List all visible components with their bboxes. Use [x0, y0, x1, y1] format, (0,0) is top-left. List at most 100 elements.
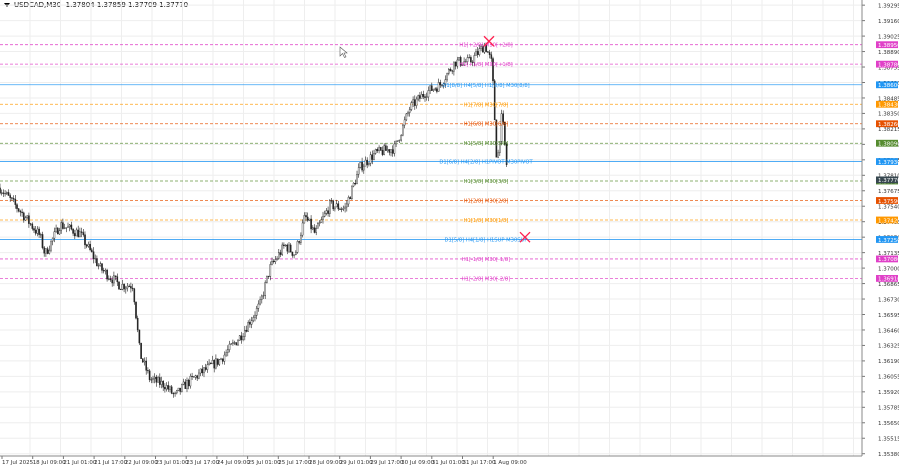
y-tick-label: 1.36055 [878, 375, 899, 381]
price-tag [876, 120, 898, 128]
candle-body [114, 275, 117, 277]
candle-body [181, 384, 183, 392]
level-label: D1[5/8] H4[1/8] H1SUP M30SUP [445, 237, 528, 243]
price-tag [876, 139, 898, 147]
candle-body [252, 317, 255, 322]
candle-body [364, 159, 367, 167]
level-label: H1[+2/8] M30[+2/8] [459, 43, 512, 49]
x-tick-label: 22 Jul 09:00 [125, 460, 158, 466]
candle-body [342, 207, 345, 210]
candle-body [400, 134, 403, 141]
candle-body [109, 278, 112, 281]
candle-body [55, 227, 57, 232]
candle-body [38, 228, 40, 235]
candle-body [381, 150, 384, 155]
y-tick-label: 1.36730 [878, 297, 899, 303]
candle-body [77, 229, 79, 238]
candle-body [9, 195, 12, 198]
candle-body [376, 149, 379, 152]
candle-body [60, 222, 62, 231]
candle-body [65, 227, 68, 229]
candle-body [152, 378, 154, 380]
price-tag-label: 1.37080 [878, 257, 899, 263]
candle-body [157, 377, 159, 383]
candle-body [141, 358, 144, 363]
price-tag [876, 255, 898, 263]
candle-body [14, 198, 17, 205]
candle-body [257, 303, 260, 309]
candle-body [208, 362, 210, 365]
candle-body [2, 192, 5, 194]
y-tick-label: 1.38485 [878, 96, 899, 102]
candle-body [87, 243, 90, 247]
candle-body [267, 275, 270, 277]
level-label: H1[3/8] M30[3/8] [464, 179, 509, 185]
price-tag-label: 1.38600 [878, 83, 899, 89]
x-tick-label: 23 Jul 17:00 [186, 460, 219, 466]
candle-body [131, 287, 134, 290]
candle-body [106, 269, 108, 280]
candle-body [162, 380, 165, 388]
candle-body [449, 69, 452, 71]
x-tick-label: 29 Jul 01:00 [340, 460, 373, 466]
candle-body [339, 208, 341, 210]
candle-body [337, 203, 340, 210]
candle-body [255, 308, 258, 316]
candle-body [368, 163, 370, 165]
candle-body [402, 124, 404, 136]
candle-body [432, 88, 435, 91]
candle-body [419, 95, 421, 99]
candle-body [492, 58, 494, 82]
candle-body [317, 223, 319, 229]
candle-body [395, 141, 397, 145]
candle-body [356, 174, 358, 185]
candle-body [475, 51, 477, 56]
candle-body [237, 340, 239, 346]
candle-body [437, 82, 440, 92]
candle-body [493, 80, 496, 121]
candle-body [243, 329, 246, 337]
candle-body [209, 362, 212, 365]
level-label: H1[1/8] M30[1/8] [464, 218, 509, 224]
candle-body [119, 289, 122, 291]
candle-body [85, 244, 88, 247]
candle-body [254, 315, 256, 318]
candle-body [288, 244, 290, 252]
candle-body [249, 322, 251, 325]
y-tick-label: 1.38350 [878, 112, 899, 118]
candle-body [164, 387, 166, 390]
level-label: H1[-2/8] M30[-2/8] [462, 276, 510, 282]
candle-body [80, 231, 83, 233]
candle-body [192, 376, 195, 378]
candle-body [191, 375, 193, 377]
candle-body [347, 197, 350, 205]
y-tick-label: 1.37540 [878, 205, 899, 211]
candle-body [431, 85, 433, 91]
candle-body [315, 228, 318, 233]
candle-body [398, 139, 401, 141]
candle-body [383, 145, 386, 155]
candle-body [242, 336, 244, 340]
candle-body [293, 254, 295, 256]
candle-body [274, 259, 277, 263]
candle-body [427, 90, 430, 98]
candle-body [289, 244, 292, 253]
candle-body [29, 223, 32, 225]
price-tag [876, 158, 898, 165]
candle-body [359, 162, 362, 168]
candle-body [140, 342, 142, 359]
candle-body [504, 121, 506, 145]
candle-body [89, 243, 91, 251]
candle-body [58, 230, 61, 235]
candle-body [150, 379, 153, 381]
candle-body [213, 360, 216, 369]
candle-body [349, 197, 352, 200]
candle-body [415, 98, 418, 106]
candle-body [441, 84, 443, 86]
price-tag-label: 1.37590 [878, 199, 899, 205]
candle-body [165, 385, 168, 390]
candle-body [425, 96, 428, 98]
candle-body [147, 370, 149, 372]
